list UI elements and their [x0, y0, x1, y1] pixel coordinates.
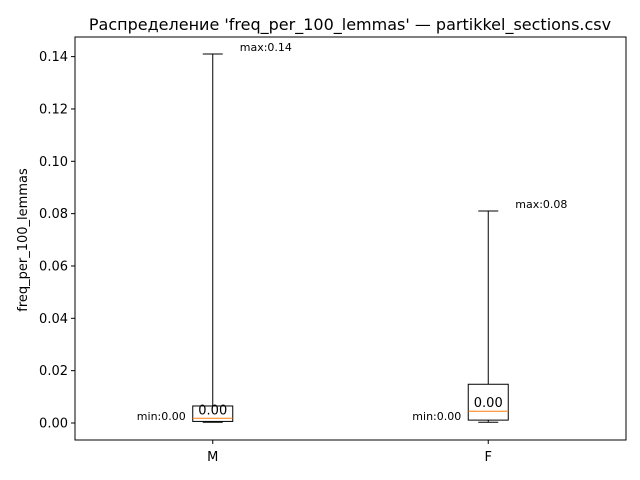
iqr-box: [192, 405, 234, 422]
min-label: min:0.00: [412, 410, 461, 423]
y-tick-label: 0.10: [39, 155, 68, 170]
iqr-box: [467, 383, 509, 421]
y-tick-label: 0.04: [39, 312, 68, 327]
y-tick-label: 0.02: [39, 364, 68, 379]
y-tick-label: 0.14: [39, 50, 68, 65]
chart-title: Распределение 'freq_per_100_lemmas' — pa…: [89, 15, 611, 35]
y-tick-label: 0.12: [39, 102, 68, 117]
y-axis-label: freq_per_100_lemmas: [16, 168, 31, 312]
axes-frame: [74, 36, 627, 441]
y-tick-label: 0.08: [39, 207, 68, 222]
y-tick-label: 0.00: [39, 416, 68, 431]
plot-area: 0.00 0.02 0.04 0.06 0.08 0.10 0.12 0.14 M F 0.00 mi…: [39, 41, 567, 465]
min-label: min:0.00: [137, 410, 186, 423]
median-label: 0.00: [474, 396, 503, 411]
x-tick-label: F: [485, 450, 492, 465]
max-label: max:0.08: [515, 198, 567, 211]
max-label: max:0.14: [240, 41, 292, 54]
median-label: 0.00: [198, 403, 227, 418]
y-tick-label: 0.06: [39, 259, 68, 274]
x-tick-label: M: [207, 450, 218, 465]
